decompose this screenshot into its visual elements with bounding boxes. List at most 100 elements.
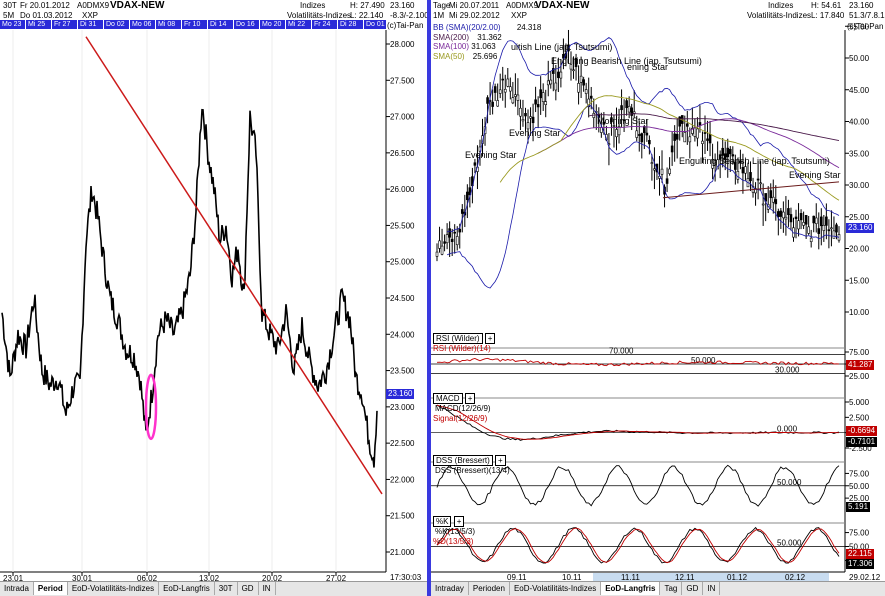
tab-intraday[interactable]: Intraday <box>431 582 469 595</box>
change-value: -8.3/-2.100 <box>390 11 427 20</box>
stoch-title: %K + <box>433 516 465 527</box>
candle-body <box>769 190 773 199</box>
candle-body <box>435 251 439 257</box>
macd-add-button[interactable]: + <box>464 393 476 404</box>
datebar-day[interactable]: Mo 06 <box>130 20 156 29</box>
right-tab-bar[interactable]: Intraday Perioden EoD-Volatilitäts-Indizes… <box>431 581 885 596</box>
candle-body <box>544 101 548 105</box>
y-tick-label: 50.00 <box>849 54 870 63</box>
dss-value-tag: 5.191 <box>846 502 871 512</box>
candle-body <box>670 145 674 153</box>
rsi-title-box[interactable]: RSI (Wilder) <box>433 333 483 344</box>
datebar-day[interactable]: Fr 27 <box>52 20 78 29</box>
datebar-day[interactable]: Mo 20 <box>260 20 286 29</box>
candle-body <box>637 134 641 136</box>
candle-body <box>536 104 540 108</box>
candle-body <box>723 153 727 160</box>
dss-title-box[interactable]: DSS (Bressert) <box>433 455 493 466</box>
sma200-line <box>588 113 840 142</box>
candle-body <box>701 140 704 144</box>
right-chart-pane[interactable]: Tage Mi 20.07.2011 A0DMX9 VDAX-NEW Indiz… <box>431 0 885 596</box>
rsi-level-label: 30.000 <box>775 366 800 375</box>
tab-30t[interactable]: 30T <box>215 582 238 595</box>
tab-gd[interactable]: GD <box>238 582 259 595</box>
datebar-day[interactable]: Do 02 <box>104 20 130 29</box>
tab-in[interactable]: IN <box>259 582 276 595</box>
tab-tag[interactable]: Tag <box>660 582 683 595</box>
pattern-annotation: Morning Star <box>597 116 649 126</box>
security-name: VDAX-NEW <box>110 0 165 11</box>
tab-period[interactable]: Period <box>33 582 68 595</box>
downtrend-line <box>85 36 383 495</box>
datebar-day[interactable]: Mi 08 <box>156 20 182 29</box>
sma100-line <box>537 118 840 169</box>
candle-body <box>445 234 449 244</box>
tab-eod-langfris[interactable]: EoD-Langfris <box>159 582 215 595</box>
bb-label: BB (SMA)(20/2.00) <box>433 23 501 32</box>
candle-body <box>458 228 462 233</box>
tab-gd[interactable]: GD <box>682 582 704 595</box>
candle-body <box>582 79 585 86</box>
tab-eod-volatilit-ts-indizes[interactable]: EoD-Volatilitäts-Indizes <box>68 582 160 595</box>
datebar-day[interactable]: Mi 22 <box>286 20 312 29</box>
rsi-add-button[interactable]: + <box>484 333 496 344</box>
sma50-value: 25.696 <box>472 51 498 61</box>
candle-body <box>541 92 545 102</box>
dss-add-button[interactable]: + <box>495 455 506 466</box>
candle-body <box>716 159 719 170</box>
x-tick-label: 10.11 <box>562 573 582 582</box>
macd-title-box[interactable]: MACD <box>433 393 463 404</box>
candle-body <box>809 237 813 243</box>
datebar-day[interactable]: Di 14 <box>208 20 234 29</box>
candle-body <box>693 126 697 137</box>
datebar-day[interactable]: Mo 23 <box>0 20 26 29</box>
last-price-tag: 23.160 <box>846 223 875 233</box>
tab-eod-volatilit-ts-indizes[interactable]: EoD-Volatilitäts-Indizes <box>510 582 602 595</box>
candle-body <box>713 159 717 166</box>
date-scroll-bar[interactable]: Mo 23 Mi 25 Fr 27 Di 31 Do 02 Mo 06 Mi 08 Fr 10… <box>0 20 386 29</box>
end-date: Do 01.03.2012 <box>20 11 73 20</box>
datebar-day[interactable]: Fr 10 <box>182 20 208 29</box>
candle-body <box>569 64 573 70</box>
rsi-y-tick-label: 75.00 <box>849 348 870 357</box>
tab-in[interactable]: IN <box>703 582 721 595</box>
datebar-day[interactable]: Fr 24 <box>312 20 338 29</box>
security-name: VDAX-NEW <box>535 0 590 11</box>
datebar-day[interactable]: Do 01 <box>364 20 386 29</box>
exchange-label: XXP <box>511 11 528 20</box>
bb-legend: BB (SMA)(20/2.00) 24.318 <box>433 23 541 33</box>
candle-body <box>506 78 510 87</box>
tab-eod-langfris[interactable]: EoD-Langfris <box>601 582 661 595</box>
sma50-label: SMA(50) <box>433 51 465 61</box>
candle-body <box>554 82 558 91</box>
bb-value: 24.318 <box>516 23 542 32</box>
candle-body <box>665 178 669 184</box>
candle-body <box>587 98 590 108</box>
macd-value-tag-1: -0.6694 <box>846 426 878 436</box>
datebar-day[interactable]: Mi 25 <box>26 20 52 29</box>
candle-body <box>645 132 649 136</box>
stoch-add-button[interactable]: + <box>453 516 465 527</box>
bb-upper-band <box>446 37 840 233</box>
interval-label: Tage <box>433 1 451 10</box>
macd-label: MACD(12/26/9) <box>435 404 491 413</box>
start-date: Fr 20.01.2012 <box>20 1 70 10</box>
pane-divider[interactable] <box>427 0 431 596</box>
datebar-day[interactable]: Di 28 <box>338 20 364 29</box>
stoch-y-tick-label: 50.00 <box>849 543 870 552</box>
left-chart-pane[interactable]: 30T Fr 20.01.2012 A0DMX9 VDAX-NEW Indize… <box>0 0 427 596</box>
datebar-day[interactable]: Do 16 <box>234 20 260 29</box>
rsi-value-tag: 41.287 <box>846 360 875 370</box>
candle-body <box>612 125 616 127</box>
pattern-annotation: ening Star <box>627 62 668 72</box>
stoch-title-box[interactable]: %K <box>433 516 452 527</box>
tab-intrada[interactable]: Intrada <box>0 582 34 595</box>
candle-body <box>539 89 542 99</box>
pattern-annotation: Engulfing Bearish Line (jap. Tsutsumi) <box>679 156 830 166</box>
left-tab-bar[interactable]: Intrada Period EoD-Volatilitäts-Indizes EoD… <box>0 581 427 596</box>
candle-body <box>835 224 838 233</box>
datebar-day[interactable]: Di 31 <box>78 20 104 29</box>
tab-perioden[interactable]: Perioden <box>469 582 510 595</box>
candle-body <box>832 230 836 239</box>
x-tick-label: 02.12 <box>785 573 806 582</box>
